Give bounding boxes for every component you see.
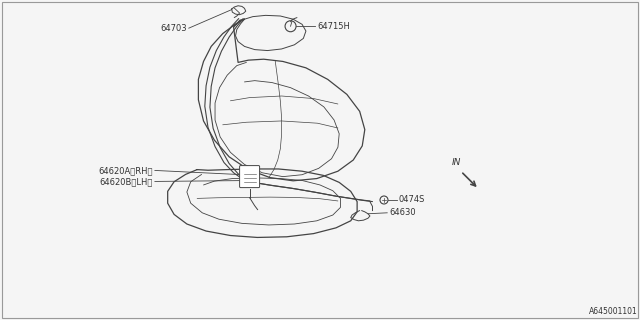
Text: 64620B〈LH〉: 64620B〈LH〉: [99, 177, 153, 186]
Text: IN: IN: [452, 158, 461, 167]
Text: 0474S: 0474S: [399, 196, 425, 204]
Text: 64703: 64703: [160, 24, 187, 33]
Text: A645001101: A645001101: [589, 307, 638, 316]
Text: 64715H: 64715H: [317, 22, 349, 31]
FancyBboxPatch shape: [239, 166, 260, 188]
Text: 64630: 64630: [389, 208, 416, 217]
Text: 64620A〈RH〉: 64620A〈RH〉: [99, 166, 153, 175]
